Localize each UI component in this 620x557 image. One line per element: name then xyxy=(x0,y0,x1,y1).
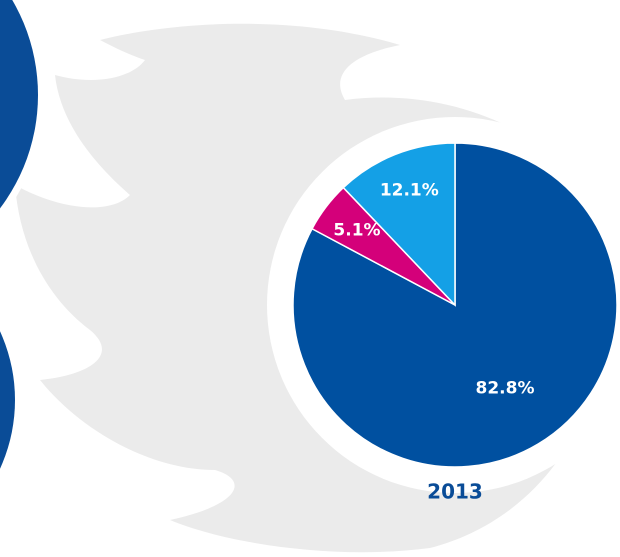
side-circle xyxy=(0,331,15,469)
side-circle xyxy=(0,0,38,209)
slice-label: 82.8% xyxy=(476,378,535,398)
slice-label: 12.1% xyxy=(380,181,439,201)
slice-label: 5.1% xyxy=(333,220,380,240)
pie-slice xyxy=(342,142,456,307)
chart-caption: 2013 xyxy=(427,480,483,504)
